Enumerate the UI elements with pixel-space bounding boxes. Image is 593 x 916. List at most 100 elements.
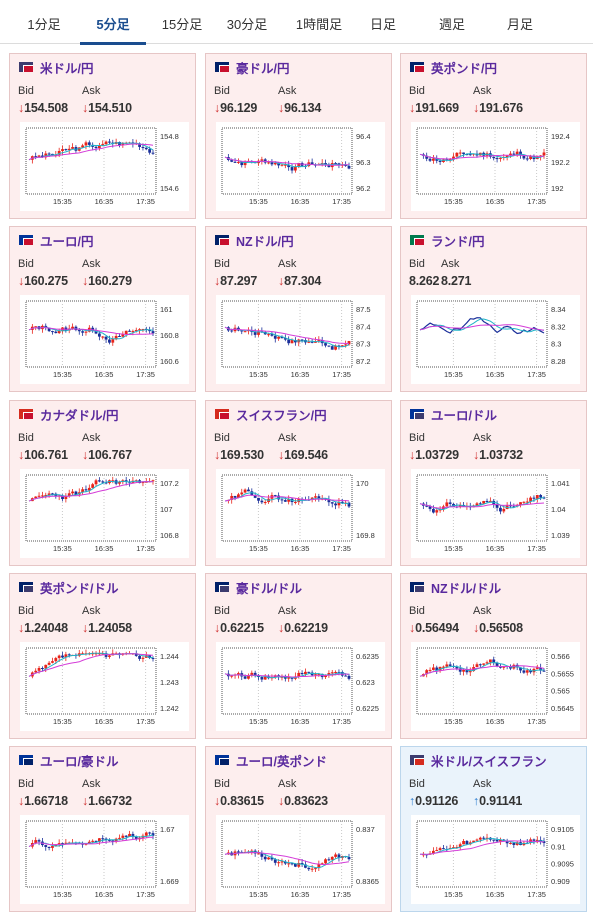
pair-title[interactable]: ユーロ/豪ドル [19, 752, 119, 769]
pair-title[interactable]: ユーロ/英ポンド [215, 752, 327, 769]
candle [472, 840, 476, 843]
rate-card[interactable]: 豪ドル/円 Bid Ask ↓96.129 ↓96.134 96.4 96.3 96.2 15:… [205, 53, 392, 219]
tab-2[interactable]: 15分足 [161, 17, 203, 32]
candlestick-chart[interactable]: 0.837 0.8365 15:35 16:35 17:35 [216, 815, 385, 904]
tab-6[interactable]: 週足 [438, 17, 465, 32]
rate-card[interactable]: NZドル/円 Bid Ask ↓87.297 ↓87.304 87.5 87.4 87.3 87… [205, 226, 392, 392]
pair-name[interactable]: ユーロ/英ポンド [236, 754, 327, 769]
rate-card[interactable]: スイスフラン/円 Bid Ask ↓169.530 ↓169.546 170 169.8 15… [205, 400, 392, 566]
pair-title[interactable]: ユーロ/円 [19, 232, 94, 249]
candle [432, 850, 435, 854]
mini-chart[interactable]: 0.9105 0.91 0.9095 0.909 15:35 16:35 17:35 [411, 815, 580, 904]
candlestick-chart[interactable]: 1.67 1.669 15:35 16:35 17:35 [20, 815, 189, 904]
x-tick-label: 17:35 [332, 370, 351, 379]
pair-name[interactable]: ユーロ/円 [40, 234, 94, 249]
tab-7[interactable]: 月足 [506, 17, 533, 32]
tab-5[interactable]: 日足 [369, 17, 396, 32]
pair-name[interactable]: スイスフラン/円 [236, 408, 327, 423]
mini-chart[interactable]: 154.8 154.6 15:35 16:35 17:35 [20, 122, 189, 211]
candle [532, 497, 536, 499]
mini-chart[interactable]: 0.6235 0.623 0.6225 15:35 16:35 17:35 [216, 642, 385, 731]
tab-1[interactable]: 5分足 [80, 0, 146, 45]
candle [270, 334, 274, 336]
pair-name[interactable]: 英ポンド/ドル [40, 581, 119, 596]
rate-card[interactable]: 米ドル/スイスフラン Bid Ask ↑0.91126 ↑0.91141 0.9105 0.… [400, 746, 587, 912]
candlestick-chart[interactable]: 96.4 96.3 96.2 15:35 16:35 17:35 [216, 122, 385, 211]
candle [51, 845, 54, 848]
pair-title[interactable]: ユーロ/ドル [410, 406, 497, 423]
candlestick-chart[interactable]: 0.566 0.5655 0.565 0.5645 15:35 16:35 17:35 [411, 642, 580, 731]
candle [347, 165, 351, 169]
candlestick-chart[interactable]: 170 169.8 15:35 16:35 17:35 [216, 469, 385, 558]
pair-name[interactable]: ユーロ/ドル [431, 408, 497, 423]
mini-chart[interactable]: 96.4 96.3 96.2 15:35 16:35 17:35 [216, 122, 385, 211]
rate-card[interactable]: カナダドル/円 Bid Ask ↓106.761 ↓106.767 107.2 107 106… [9, 400, 196, 566]
candlestick-chart[interactable]: 8.34 8.32 8.3 8.28 15:35 16:35 17:35 [411, 295, 580, 384]
pair-name[interactable]: 米ドル/スイスフラン [431, 754, 547, 769]
pair-title[interactable]: NZドル/ドル [410, 579, 502, 596]
pair-title[interactable]: NZドル/円 [215, 232, 294, 249]
pair-name[interactable]: ランド/円 [431, 234, 485, 249]
rate-card[interactable]: 英ポンド/円 Bid Ask ↓191.669 ↓191.676 192.4 192.2 19… [400, 53, 587, 219]
mini-chart[interactable]: 170 169.8 15:35 16:35 17:35 [216, 469, 385, 558]
candlestick-chart[interactable]: 1.041 1.04 1.039 15:35 16:35 17:35 [411, 469, 580, 558]
tab-0[interactable]: 1分足 [27, 17, 61, 32]
pair-name[interactable]: 豪ドル/円 [236, 61, 290, 76]
mini-chart[interactable]: 8.34 8.32 8.3 8.28 15:35 16:35 17:35 [411, 295, 580, 384]
mini-chart[interactable]: 1.67 1.669 15:35 16:35 17:35 [20, 815, 189, 904]
pair-name[interactable]: 米ドル/円 [40, 61, 94, 76]
rate-card[interactable]: ユーロ/英ポンド Bid Ask ↓0.83615 ↓0.83623 0.837 0.836… [205, 746, 392, 912]
candlestick-chart[interactable]: 1.244 1.243 1.242 15:35 16:35 17:35 [20, 642, 189, 731]
candlestick-chart[interactable]: 87.5 87.4 87.3 87.2 15:35 16:35 17:35 [216, 295, 385, 384]
candle [104, 141, 108, 145]
mini-chart[interactable]: 107.2 107 106.8 15:35 16:35 17:35 [20, 469, 189, 558]
y-tick-label: 1.04 [551, 505, 566, 514]
rate-card[interactable]: NZドル/ドル Bid Ask ↓0.56494 ↓0.56508 0.566 0.5655… [400, 573, 587, 739]
tab-4[interactable]: 1時間足 [295, 17, 343, 32]
mini-chart[interactable]: 1.244 1.243 1.242 15:35 16:35 17:35 [20, 642, 189, 731]
pair-title[interactable]: スイスフラン/円 [215, 406, 327, 423]
pair-name[interactable]: NZドル/円 [236, 234, 294, 249]
candle [495, 504, 499, 508]
mini-chart[interactable]: 192.4 192.2 192 15:35 16:35 17:35 [411, 122, 580, 211]
pair-title[interactable]: ランド/円 [410, 232, 485, 249]
rate-card[interactable]: ユーロ/ドル Bid Ask ↓1.03729 ↓1.03732 1.041 1.04 1.0… [400, 400, 587, 566]
y-tick-label: 154.6 [160, 184, 179, 193]
candlestick-chart[interactable]: 0.9105 0.91 0.9095 0.909 15:35 16:35 17:35 [411, 815, 580, 904]
candle [297, 862, 301, 867]
pair-title[interactable]: 豪ドル/円 [215, 59, 290, 76]
candle [37, 840, 41, 842]
mini-chart[interactable]: 0.837 0.8365 15:35 16:35 17:35 [216, 815, 385, 904]
rate-card[interactable]: ユーロ/円 Bid Ask ↓160.275 ↓160.279 161 160.8 160.6… [9, 226, 196, 392]
rate-card[interactable]: ユーロ/豪ドル Bid Ask ↓1.66718 ↓1.66732 1.67 1.669 15… [9, 746, 196, 912]
mini-chart[interactable]: 87.5 87.4 87.3 87.2 15:35 16:35 17:35 [216, 295, 385, 384]
pair-name[interactable]: カナダドル/円 [40, 408, 119, 423]
arrow-down-icon: ↓ [278, 101, 285, 115]
ask-label: Ask [473, 432, 492, 444]
rate-card[interactable]: ランド/円 Bid Ask 8.262 8.271 8.34 8.32 8.3 8.28 15:3… [400, 226, 587, 392]
pair-title[interactable]: 米ドル/円 [19, 59, 94, 76]
rate-card[interactable]: 豪ドル/ドル Bid Ask ↓0.62215 ↓0.62219 0.6235 0.623 0… [205, 573, 392, 739]
mini-chart[interactable]: 1.041 1.04 1.039 15:35 16:35 17:35 [411, 469, 580, 558]
pair-name[interactable]: 英ポンド/円 [431, 61, 497, 76]
rate-card[interactable]: 米ドル/円 Bid Ask ↓154.508 ↓154.510 154.8 154.6 15:… [9, 53, 196, 219]
rate-card[interactable]: 英ポンド/ドル Bid Ask ↓1.24048 ↓1.24058 1.244 1.243 1… [9, 573, 196, 739]
pair-name[interactable]: ユーロ/豪ドル [40, 754, 119, 769]
mini-chart[interactable]: 0.566 0.5655 0.565 0.5645 15:35 16:35 17:35 [411, 642, 580, 731]
candlestick-chart[interactable]: 107.2 107 106.8 15:35 16:35 17:35 [20, 469, 189, 558]
tab-3[interactable]: 30分足 [226, 17, 268, 32]
candlestick-chart[interactable]: 192.4 192.2 192 15:35 16:35 17:35 [411, 122, 580, 211]
pair-title[interactable]: 豪ドル/ドル [215, 579, 302, 596]
pair-name[interactable]: NZドル/ドル [431, 581, 502, 596]
candle [230, 159, 234, 162]
candlestick-chart[interactable]: 0.6235 0.623 0.6225 15:35 16:35 17:35 [216, 642, 385, 731]
candle [283, 861, 287, 864]
pair-name[interactable]: 豪ドル/ドル [236, 581, 302, 596]
pair-title[interactable]: 米ドル/スイスフラン [410, 752, 547, 769]
candlestick-chart[interactable]: 161 160.8 160.6 15:35 16:35 17:35 [20, 295, 189, 384]
pair-title[interactable]: カナダドル/円 [19, 406, 119, 423]
candlestick-chart[interactable]: 154.8 154.6 15:35 16:35 17:35 [20, 122, 189, 211]
pair-title[interactable]: 英ポンド/円 [410, 59, 497, 76]
mini-chart[interactable]: 161 160.8 160.6 15:35 16:35 17:35 [20, 295, 189, 384]
pair-title[interactable]: 英ポンド/ドル [19, 579, 119, 596]
